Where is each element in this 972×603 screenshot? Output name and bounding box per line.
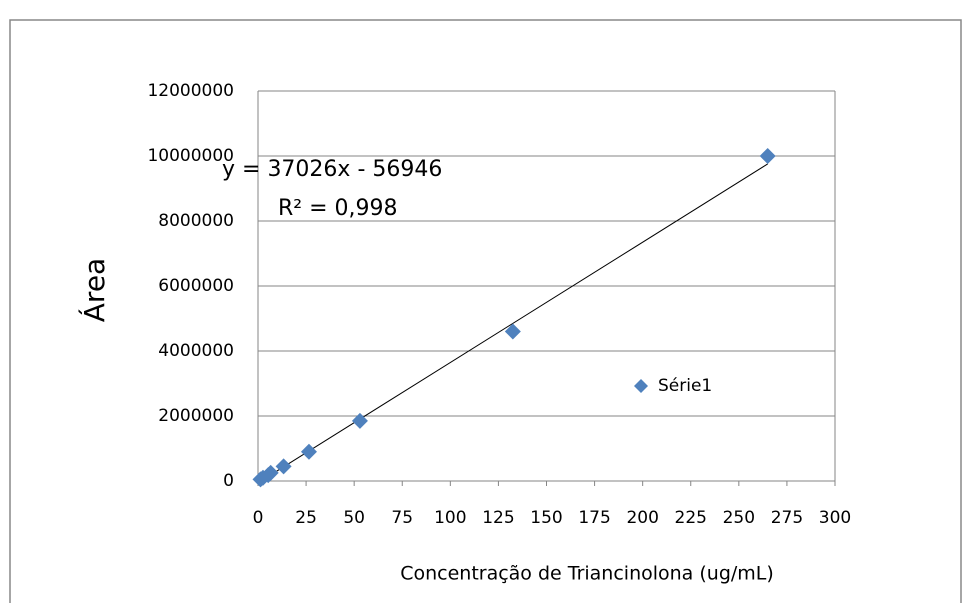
trendline [260, 163, 768, 482]
x-tick-label: 150 [530, 508, 562, 528]
x-tick-label: 175 [578, 508, 610, 528]
legend-label: Série1 [658, 376, 712, 396]
y-tick-label: 6000000 [158, 276, 234, 296]
point [504, 323, 521, 340]
y-axis-label: Área [77, 258, 111, 322]
x-tick-label: 75 [391, 508, 413, 528]
point [759, 148, 776, 164]
chart-frame [9, 19, 962, 603]
y-tick-label: 8000000 [158, 211, 234, 231]
x-tick-label: 275 [771, 508, 803, 528]
x-tick-label: 125 [482, 508, 514, 528]
point [275, 458, 292, 475]
point [351, 412, 368, 429]
y-tick-label: 0 [223, 471, 234, 491]
x-tick-label: 225 [675, 508, 707, 528]
y-tick-label: 10000000 [147, 146, 234, 166]
x-tick-label: 0 [253, 508, 264, 528]
trendline-equation: y = 37026x - 56946 [222, 157, 442, 182]
y-tick-label: 4000000 [158, 341, 234, 361]
x-tick-label: 50 [343, 508, 365, 528]
point [262, 464, 279, 481]
x-tick-label: 300 [819, 508, 851, 528]
legend-marker [634, 379, 648, 393]
x-tick-label: 250 [723, 508, 755, 528]
x-axis-label: Concentração de Triancinolona (ug/mL) [400, 563, 774, 585]
x-tick-label: 25 [295, 508, 317, 528]
x-tick-label: 100 [434, 508, 466, 528]
y-tick-label: 12000000 [147, 81, 234, 101]
point [300, 443, 317, 460]
y-tick-label: 2000000 [158, 406, 234, 426]
x-tick-label: 200 [626, 508, 658, 528]
r-squared: R² = 0,998 [278, 196, 398, 221]
